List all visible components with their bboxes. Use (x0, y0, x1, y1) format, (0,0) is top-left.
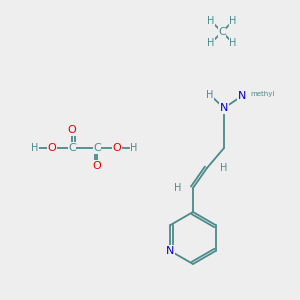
Text: O: O (68, 125, 76, 135)
Text: H: H (207, 38, 215, 48)
Text: N: N (166, 246, 175, 256)
Text: methyl: methyl (250, 91, 274, 97)
Text: O: O (48, 143, 56, 153)
Text: H: H (174, 183, 182, 193)
Text: O: O (112, 143, 122, 153)
Text: H: H (229, 16, 237, 26)
Text: N: N (238, 91, 246, 101)
Text: C: C (218, 27, 226, 37)
Text: H: H (206, 90, 214, 100)
Text: H: H (229, 38, 237, 48)
Text: O: O (93, 161, 101, 171)
Text: N: N (220, 103, 228, 113)
Text: C: C (68, 143, 76, 153)
Text: H: H (130, 143, 138, 153)
Text: C: C (93, 143, 101, 153)
Text: H: H (31, 143, 39, 153)
Text: H: H (207, 16, 215, 26)
Text: H: H (220, 163, 228, 173)
